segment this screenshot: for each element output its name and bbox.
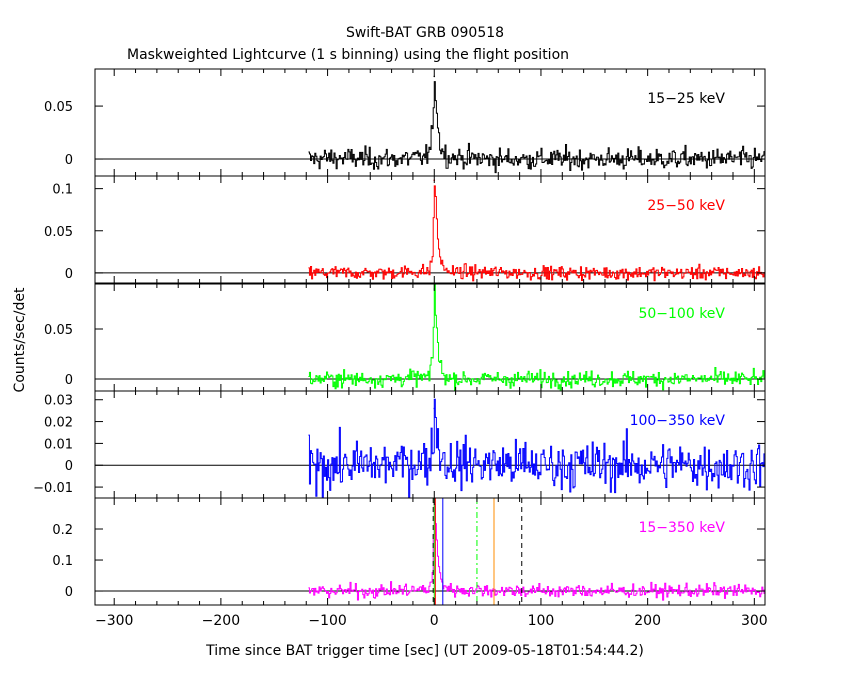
y-axis-label: Counts/sec/det (12, 287, 28, 392)
panel-25-50-kev: 0 0.05 0.1 25−50 keV (44, 175, 766, 284)
y-tick-label: 0.05 (44, 100, 73, 115)
x-axis-label: Time since BAT trigger time [sec] (UT 20… (205, 643, 644, 659)
y-tick-label: 0 (65, 459, 73, 474)
band-label: 15−25 keV (647, 91, 725, 107)
x-tick-label: 0 (430, 613, 439, 629)
y-tick-label: 0 (65, 267, 73, 282)
panel-15-25-kev: 0 0.05 15−25 keV (44, 68, 766, 177)
panel-100-350-kev: −0.01 0 0.01 0.02 0.03 100−350 keV (33, 390, 766, 499)
chart-title: Swift-BAT GRB 090518 (346, 25, 504, 41)
x-tick-label: −200 (202, 613, 240, 629)
panel-15-350-kev: 0 0.1 0.2 15−350 keV (52, 497, 766, 606)
x-tick-label: 300 (741, 613, 768, 629)
lightcurve-series (308, 503, 765, 601)
y-tick-label: 0 (65, 373, 73, 388)
y-tick-label: 0.03 (44, 394, 73, 409)
x-tick-label: −100 (308, 613, 346, 629)
y-tick-label: 0.1 (52, 554, 73, 569)
x-tick-label: 200 (634, 613, 661, 629)
y-tick-label: 0 (65, 585, 73, 600)
panel-frame (94, 497, 766, 606)
lightcurve-series (308, 81, 765, 174)
panels-group: 0 0.05 15−25 keV 0 0.05 0.1 25−50 keV 0 0.05 50−1… (33, 68, 768, 629)
lightcurve-series (308, 185, 765, 282)
lightcurve-series (308, 398, 765, 498)
band-label: 100−350 keV (630, 413, 726, 429)
x-tick-label: −300 (95, 613, 133, 629)
x-tick-label: 100 (528, 613, 555, 629)
y-tick-label: 0.02 (44, 416, 73, 431)
panel-frame (94, 175, 766, 284)
y-tick-label: 0 (65, 153, 73, 168)
y-tick-label: 0.1 (52, 183, 73, 198)
chart-subtitle: Maskweighted Lightcurve (1 s binning) us… (127, 47, 569, 63)
y-tick-label: −0.01 (33, 481, 73, 496)
peak-point (433, 75, 436, 78)
y-tick-label: 0.05 (44, 323, 73, 338)
y-tick-label: 0.2 (52, 523, 73, 538)
lightcurve-series (308, 284, 765, 391)
y-tick-label: 0.05 (44, 225, 73, 240)
band-label: 15−350 keV (638, 520, 725, 536)
y-tick-label: 0.01 (44, 437, 73, 452)
band-label: 25−50 keV (647, 198, 725, 214)
peak-point (433, 407, 436, 410)
band-label: 50−100 keV (638, 306, 725, 322)
